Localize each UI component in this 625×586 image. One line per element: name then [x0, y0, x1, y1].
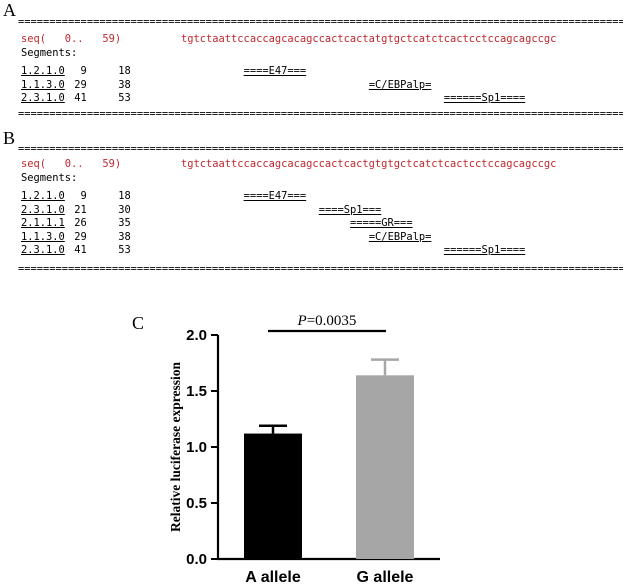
segment-site: ====E47===: [243, 65, 307, 77]
segment-end: 18: [112, 65, 131, 77]
segment-site: ====E47===: [243, 190, 307, 202]
segment-id: 1.2.1.0: [21, 65, 65, 77]
segment-end: 30: [112, 203, 131, 216]
segment-end: 18: [112, 190, 131, 202]
segment-id: 2.3.1.0: [21, 92, 65, 105]
segment-site: ======Sp1====: [443, 92, 526, 105]
panel-b-sequence: tgtctaattccaccagcacagccactcactgtgtgctcat…: [181, 158, 557, 170]
panel-a-seq-label: seq( 0.. 59): [21, 33, 122, 45]
segment-start: 41: [68, 92, 87, 105]
panel-b-bottom-rule: ========================================…: [18, 265, 623, 273]
y-tick-label: 2.0: [186, 327, 207, 344]
panel-a-segments-label: Segments:: [21, 47, 78, 59]
panel-c-letter: C: [132, 313, 145, 333]
panel-a-top-rule: ========================================…: [18, 18, 623, 26]
panel-b-top-rule: ========================================…: [18, 145, 623, 153]
segment-site: =C/EBPalp=: [368, 78, 432, 91]
segment-start: 21: [68, 203, 87, 216]
segment-start: 9: [68, 65, 87, 77]
x-tick-label: G allele: [357, 569, 414, 586]
segment-end: 35: [112, 217, 131, 230]
segment-start: 9: [68, 190, 87, 202]
segment-id: 1.1.3.0: [21, 230, 65, 243]
segment-start: 29: [68, 78, 87, 91]
panel-b-segments-label: Segments:: [21, 172, 78, 184]
segment-end: 53: [112, 244, 131, 257]
y-tick-label: 0.5: [186, 495, 207, 512]
segment-start: 26: [68, 217, 87, 230]
segment-end: 53: [112, 92, 131, 105]
segment-start: 41: [68, 244, 87, 257]
y-tick-label: 1.0: [186, 439, 207, 456]
segment-site: =====GR===: [350, 217, 413, 230]
segment-end: 38: [112, 230, 131, 243]
segment-start: 29: [68, 230, 87, 243]
bar-g-allele: [356, 375, 414, 559]
y-tick-label: 1.5: [186, 383, 207, 400]
segment-id: 2.1.1.1: [21, 217, 65, 230]
x-tick-label: A allele: [245, 569, 301, 586]
y-tick-label: 0.0: [186, 551, 207, 568]
segment-site: ====Sp1===: [318, 203, 382, 216]
segment-id: 2.3.1.0: [21, 203, 65, 216]
panel-b-letter: B: [3, 128, 16, 148]
bar-a-allele: [244, 433, 302, 559]
panel-a-bottom-rule: ========================================…: [18, 110, 623, 118]
segment-id: 2.3.1.0: [21, 244, 65, 257]
p-value-label: P=0.0035: [297, 313, 357, 329]
segment-id: 1.2.1.0: [21, 190, 65, 202]
segment-end: 38: [112, 78, 131, 91]
panel-a-letter: A: [3, 0, 16, 20]
segment-site: ======Sp1====: [443, 244, 526, 257]
segment-site: =C/EBPalp=: [368, 230, 432, 243]
panel-b-seq-label: seq( 0.. 59): [21, 158, 122, 170]
panel-a-sequence: tgtctaattccaccagcacagccactcactatgtgctcat…: [181, 33, 557, 45]
y-axis-label: Relative luciferase expression: [168, 362, 183, 532]
segment-id: 1.1.3.0: [21, 78, 65, 91]
